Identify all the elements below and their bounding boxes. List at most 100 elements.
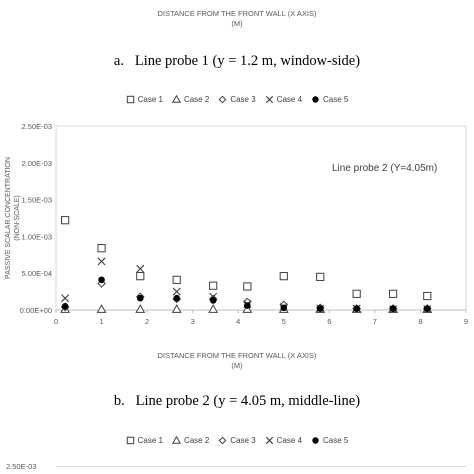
caption-a-text: Line probe 1 (y = 1.2 m, window-side) [134, 53, 361, 69]
legend-a-item: Case 5 [311, 95, 348, 104]
x-tick-label: 4 [236, 317, 240, 326]
legend-a-item: Case 4 [265, 95, 302, 104]
data-point [280, 304, 288, 312]
data-point [172, 275, 181, 284]
y-tick-label: 1.00E-03 [22, 232, 52, 241]
caption-a-letter: a. [113, 53, 124, 69]
triangle-marker-icon [171, 95, 181, 103]
legend-a-label: Case 4 [276, 95, 303, 104]
data-point [96, 304, 107, 313]
legend-a-label: Case 2 [183, 95, 210, 104]
data-point [316, 272, 325, 281]
y-axis-label-line1: PASSIVE SCALAR CONCENTRATION [5, 157, 12, 279]
diamond-marker-shape [218, 436, 227, 445]
data-point [316, 305, 324, 312]
diamond-marker-icon [218, 95, 227, 104]
cross-marker-shape [265, 95, 273, 104]
data-point [389, 305, 397, 312]
bottom-axis-title-line2: (M) [231, 361, 243, 370]
legend-b-item: Case 5 [311, 436, 348, 445]
top-axis-title-line1: DISTANCE FROM THE FRONT WALL (X AXIS) [157, 9, 317, 18]
square-marker-icon [126, 95, 134, 104]
x-tick-label: 8 [418, 317, 422, 326]
legend-b-label: Case 5 [323, 436, 349, 445]
y-axis-label-line2: (NON-SCALE) [14, 195, 21, 241]
legend-a-item: Case 1 [126, 95, 163, 104]
data-point [209, 297, 217, 304]
y-tick-label: 0.00E+00 [20, 306, 52, 315]
data-point [353, 305, 360, 312]
plot-area-border [55, 125, 467, 311]
y-tick-label: 2.00E-03 [22, 159, 52, 168]
legend-b-label: Case 1 [137, 436, 163, 445]
data-point [243, 282, 252, 291]
series-case-5 [61, 276, 431, 312]
caption-a: a. Line probe 1 (y = 1.2 m, window-side) [0, 53, 474, 70]
data-point [171, 304, 182, 313]
dot-marker-shape [312, 437, 319, 444]
data-point [61, 303, 69, 310]
data-point [136, 294, 144, 302]
x-tick-label: 9 [464, 317, 468, 326]
chart-annotation: Line probe 2 (Y=4.05m) [332, 163, 437, 174]
top-axis-title-line2: (M) [231, 19, 243, 28]
legend-b-label: Case 2 [183, 436, 210, 445]
x-tick-label: 6 [327, 317, 331, 326]
legend-b: Case 1 Case 2 Case 3 Case 4 Case 5 [0, 436, 474, 445]
data-point [98, 276, 105, 284]
data-point [173, 294, 181, 302]
data-point [423, 291, 432, 301]
next-chart-top-line [56, 466, 466, 467]
x-tick-label: 1 [99, 317, 103, 326]
bottom-axis-title-line1: DISTANCE FROM THE FRONT WALL (X AXIS) [157, 351, 317, 360]
data-point [244, 302, 251, 309]
data-point [97, 244, 106, 253]
legend-a-label: Case 1 [137, 95, 163, 104]
data-point [135, 304, 146, 313]
legend-b-item: Case 2 [171, 436, 210, 445]
x-tick-label: 5 [282, 317, 286, 326]
series-case-1 [61, 216, 432, 301]
triangle-marker-icon [171, 436, 181, 444]
data-point [136, 272, 145, 281]
caption-b-text: Line probe 2 (y = 4.05 m, middle-line) [135, 393, 361, 409]
y-tick-label: 1.50E-03 [22, 196, 52, 205]
dot-marker-icon [312, 96, 319, 103]
data-point [61, 216, 70, 225]
legend-a-item: Case 2 [171, 95, 210, 104]
x-tick-label: 7 [373, 317, 377, 326]
y-tick-label: 2.50E-03 [22, 122, 52, 131]
legend-b-item: Case 3 [218, 436, 256, 445]
square-marker-icon [126, 436, 134, 445]
data-point [136, 264, 145, 273]
legend-b-label: Case 4 [276, 436, 303, 445]
y-tick-label: 5.00E-04 [22, 269, 52, 278]
legend-b-item: Case 1 [126, 436, 163, 445]
data-point [61, 294, 70, 303]
square-marker-shape [126, 436, 134, 445]
legend-a-item: Case 3 [218, 95, 256, 104]
legend-a-label: Case 3 [230, 95, 256, 104]
x-tick-label: 2 [145, 317, 149, 326]
legend-a-label: Case 5 [323, 95, 349, 104]
diamond-marker-icon [218, 436, 227, 445]
data-point [423, 305, 431, 312]
x-tick-label: 3 [191, 317, 195, 326]
top-axis-title: DISTANCE FROM THE FRONT WALL (X AXIS) (M… [0, 9, 474, 29]
data-point [208, 304, 219, 313]
cross-marker-shape [265, 436, 273, 445]
data-point [172, 287, 181, 296]
dot-marker-shape [312, 96, 319, 103]
next-chart-peek-tick: 2.50E-03 [6, 462, 37, 471]
data-point [209, 281, 218, 290]
data-point [97, 279, 106, 288]
cross-marker-icon [265, 95, 273, 104]
data-point [352, 289, 361, 298]
x-tick-label: 0 [54, 317, 58, 326]
data-point [279, 272, 288, 281]
data-point [389, 289, 398, 298]
legend-a: Case 1 Case 2 Case 3 Case 4 Case 5 [0, 95, 474, 104]
dot-marker-icon [312, 437, 319, 444]
data-point [97, 257, 106, 266]
